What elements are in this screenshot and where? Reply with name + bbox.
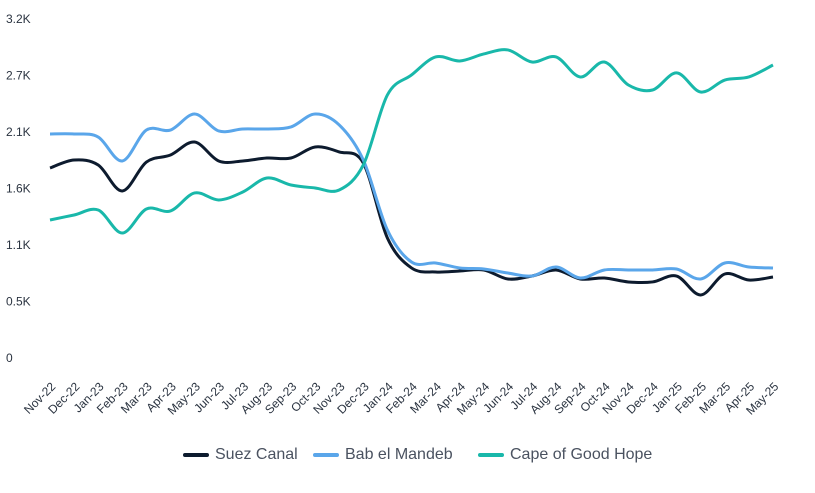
legend-label: Cape of Good Hope [510,446,652,463]
series-line [49,112,774,281]
y-tick-label: 1.1K [6,238,31,252]
legend-label: Suez Canal [215,446,298,463]
legend-label: Bab el Mandeb [345,446,453,463]
series-line [49,48,774,235]
series-line [49,140,774,297]
y-tick-label: 3.2K [6,12,31,26]
y-tick-label: 1.6K [6,182,31,196]
y-tick-label: 0 [6,351,13,365]
y-tick-label: 2.1K [6,125,31,139]
y-tick-label: 2.7K [6,69,31,83]
y-tick-label: 0.5K [6,295,31,309]
